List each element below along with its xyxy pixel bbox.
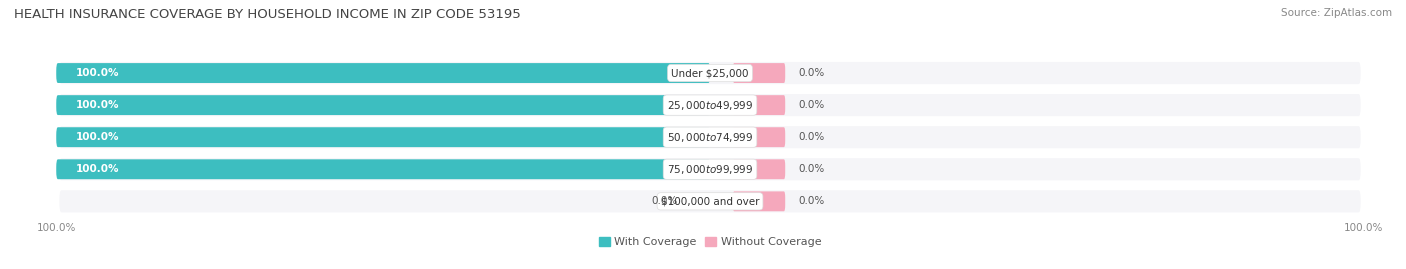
Text: 100.0%: 100.0%: [76, 164, 120, 174]
FancyBboxPatch shape: [56, 63, 710, 83]
Text: 100.0%: 100.0%: [76, 100, 120, 110]
Text: 100.0%: 100.0%: [76, 132, 120, 142]
Text: $75,000 to $99,999: $75,000 to $99,999: [666, 163, 754, 176]
FancyBboxPatch shape: [59, 190, 1361, 213]
Text: 0.0%: 0.0%: [651, 196, 678, 206]
FancyBboxPatch shape: [733, 192, 785, 211]
Text: 0.0%: 0.0%: [799, 68, 824, 78]
FancyBboxPatch shape: [56, 159, 710, 179]
Text: 0.0%: 0.0%: [799, 100, 824, 110]
Text: 0.0%: 0.0%: [799, 132, 824, 142]
Legend: With Coverage, Without Coverage: With Coverage, Without Coverage: [595, 233, 825, 252]
FancyBboxPatch shape: [56, 95, 710, 115]
Text: HEALTH INSURANCE COVERAGE BY HOUSEHOLD INCOME IN ZIP CODE 53195: HEALTH INSURANCE COVERAGE BY HOUSEHOLD I…: [14, 8, 520, 21]
FancyBboxPatch shape: [733, 127, 785, 147]
Text: Under $25,000: Under $25,000: [671, 68, 749, 78]
Text: $50,000 to $74,999: $50,000 to $74,999: [666, 131, 754, 144]
Text: 0.0%: 0.0%: [799, 164, 824, 174]
FancyBboxPatch shape: [59, 94, 1361, 116]
FancyBboxPatch shape: [733, 159, 785, 179]
FancyBboxPatch shape: [733, 95, 785, 115]
Text: $100,000 and over: $100,000 and over: [661, 196, 759, 206]
Text: 0.0%: 0.0%: [799, 196, 824, 206]
FancyBboxPatch shape: [59, 158, 1361, 180]
FancyBboxPatch shape: [733, 63, 785, 83]
FancyBboxPatch shape: [56, 127, 710, 147]
Text: Source: ZipAtlas.com: Source: ZipAtlas.com: [1281, 8, 1392, 18]
FancyBboxPatch shape: [59, 126, 1361, 148]
Text: 100.0%: 100.0%: [76, 68, 120, 78]
FancyBboxPatch shape: [59, 62, 1361, 84]
Text: $25,000 to $49,999: $25,000 to $49,999: [666, 99, 754, 112]
